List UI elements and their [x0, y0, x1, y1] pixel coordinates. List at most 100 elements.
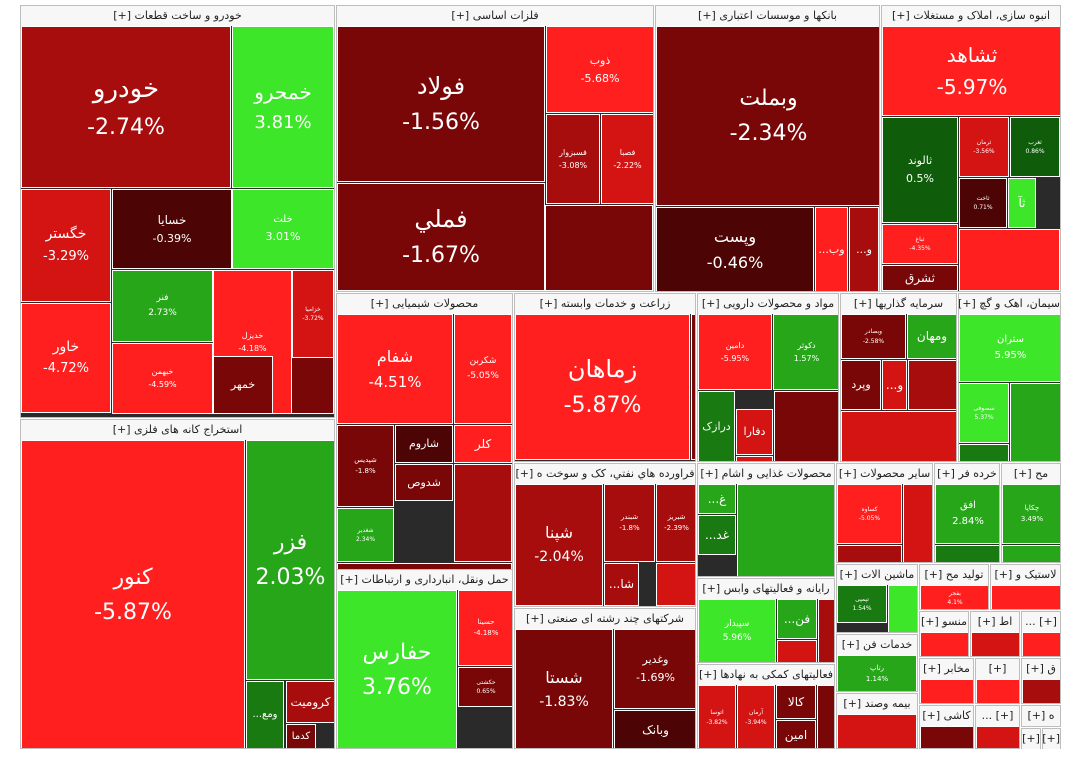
sector-header[interactable]: مح [+] [1002, 464, 1060, 484]
stock-tile[interactable]: شکربن -5.05% [454, 314, 512, 424]
small-stock-tile[interactable] [774, 391, 838, 461]
stock-tile[interactable]: کساوه -5.05% [837, 484, 902, 544]
stock-tile[interactable]: درازک [698, 391, 735, 461]
stock-tile[interactable]: ثالوند 0.5% [882, 117, 958, 223]
sector-header[interactable]: سایر محصولات [+] [837, 464, 932, 484]
small-stock-tile[interactable] [777, 640, 817, 662]
small-stock-tile[interactable] [817, 685, 834, 748]
stock-tile[interactable]: خگستر -3.29% [21, 189, 111, 302]
small-stock-tile[interactable] [1022, 679, 1060, 703]
stock-tile[interactable]: دامین -5.95% [698, 314, 772, 390]
sector-header[interactable]: محصولات غذایی و اشام [+] [698, 464, 834, 484]
small-stock-tile[interactable] [737, 484, 834, 576]
small-stock-tile[interactable] [818, 599, 834, 662]
stock-tile[interactable]: ستران 5.95% [959, 314, 1060, 382]
sector-header[interactable]: [+] [1022, 729, 1040, 749]
stock-tile[interactable]: ثرمان -3.56% [959, 117, 1009, 177]
stock-tile[interactable]: حکشتی 0.65% [458, 667, 512, 707]
small-stock-tile[interactable] [920, 726, 973, 748]
sector-header[interactable]: اط [+] [971, 612, 1019, 632]
sector-header[interactable]: بیمه وصند [+] [837, 694, 917, 714]
sector-header[interactable]: مخابر [+] [920, 659, 973, 679]
stock-tile[interactable]: رتاپ 1.14% [837, 655, 917, 691]
sector-header[interactable]: تولید مح [+] [920, 565, 988, 585]
small-stock-tile[interactable] [935, 545, 999, 562]
stock-tile[interactable]: خاور -4.72% [21, 303, 111, 413]
stock-tile[interactable]: فصبا -2.22% [601, 114, 653, 204]
sector-header[interactable]: [+] ... [976, 706, 1019, 726]
sector-header[interactable]: [+] [1043, 729, 1060, 749]
stock-tile[interactable]: وغدیر -1.69% [614, 629, 695, 709]
stock-tile[interactable]: دکوثر 1.57% [773, 314, 838, 390]
stock-tile[interactable]: کلر [454, 425, 512, 463]
stock-tile[interactable]: ثآ [1008, 178, 1036, 228]
stock-tile[interactable]: فن... [777, 599, 817, 639]
stock-tile[interactable]: حفارس 3.76% [337, 590, 457, 748]
stock-tile[interactable]: شبندر -1.8% [604, 484, 655, 562]
stock-tile[interactable]: فسبزوار -3.08% [546, 114, 600, 204]
stock-tile[interactable]: چکاپا 3.49% [1002, 484, 1060, 544]
small-stock-tile[interactable] [976, 679, 1019, 703]
small-stock-tile[interactable] [903, 484, 932, 562]
stock-tile[interactable]: کرومیت [286, 681, 334, 723]
sector-header[interactable]: [+] ... [1022, 612, 1060, 632]
stock-tile[interactable]: فولاد -1.56% [337, 26, 545, 182]
stock-tile[interactable]: شغدیر 2.34% [337, 508, 394, 562]
stock-tile[interactable]: شبریز -2.39% [656, 484, 695, 562]
stock-tile[interactable]: بفجر 4.1% [920, 585, 988, 609]
sector-header[interactable]: انبوه سازی، املاک و مستغلات [+] [882, 6, 1060, 26]
stock-tile[interactable]: خبهمن -4.59% [112, 343, 213, 414]
stock-tile[interactable]: غد... [698, 515, 736, 555]
small-stock-tile[interactable] [691, 314, 695, 460]
stock-tile[interactable]: شا... [604, 563, 639, 606]
small-stock-tile[interactable] [837, 545, 902, 562]
small-stock-tile[interactable] [736, 456, 773, 461]
stock-tile[interactable]: وپرد [841, 360, 881, 410]
stock-tile[interactable]: سصوفی 5.37% [959, 383, 1009, 443]
small-stock-tile[interactable] [1010, 383, 1060, 461]
sector-header[interactable]: سرمایه گذاریها [+] [841, 294, 956, 314]
stock-tile[interactable]: شفام -4.51% [337, 314, 453, 424]
stock-tile[interactable]: خودرو -2.74% [21, 26, 231, 188]
sector-header[interactable]: فراورده هاي نفتي، کک و سوخت ه [+] [515, 464, 695, 484]
stock-tile[interactable]: آرمان -3.94% [737, 685, 775, 748]
small-stock-tile[interactable] [971, 632, 1019, 656]
stock-tile[interactable]: ثباغ -4.35% [882, 224, 958, 264]
sector-header[interactable]: ق [+] [1022, 659, 1060, 679]
stock-tile[interactable]: فملي -1.67% [337, 183, 545, 291]
small-stock-tile[interactable] [888, 585, 917, 632]
stock-tile[interactable]: دفارا [736, 409, 773, 455]
sector-header[interactable]: فلزات اساسی [+] [337, 6, 653, 26]
stock-tile[interactable]: وبملت -2.34% [656, 26, 879, 206]
sector-header[interactable]: مواد و محصولات دارویی [+] [698, 294, 838, 314]
sector-header[interactable]: ماشین الات [+] [837, 565, 917, 585]
stock-tile[interactable]: وب... [815, 207, 848, 291]
stock-tile[interactable]: خلت 3.01% [232, 189, 334, 269]
small-stock-tile[interactable] [976, 726, 1019, 748]
stock-tile[interactable]: زماهان -5.87% [515, 314, 690, 460]
small-stock-tile[interactable] [920, 632, 968, 656]
stock-tile[interactable]: ثاخت 0.71% [959, 178, 1007, 228]
stock-tile[interactable]: تپمپی 1.54% [837, 585, 887, 623]
sector-header[interactable]: ه [+] [1022, 706, 1060, 726]
stock-tile[interactable]: شستا -1.83% [515, 629, 613, 748]
small-stock-tile[interactable] [1002, 545, 1060, 562]
stock-tile[interactable]: افق 2.84% [935, 484, 999, 544]
small-stock-tile[interactable] [908, 360, 956, 410]
sector-header[interactable]: فعالیتهای کمکی به نهادها [+] [698, 665, 834, 685]
stock-tile[interactable]: خمهر [213, 356, 273, 414]
small-stock-tile[interactable] [959, 444, 1009, 461]
sector-header[interactable]: شرکتهای چند رشته ای صنعتی [+] [515, 609, 695, 629]
stock-tile[interactable]: شاروم [395, 425, 453, 463]
stock-tile[interactable]: خمحرو 3.81% [232, 26, 334, 188]
stock-tile[interactable]: فزر 2.03% [246, 440, 334, 680]
sector-header[interactable]: خودرو و ساخت قطعات [+] [21, 6, 334, 26]
sector-header[interactable]: خرده فر [+] [935, 464, 999, 484]
stock-tile[interactable]: وپست -0.46% [656, 207, 814, 291]
stock-tile[interactable]: و... [882, 360, 907, 410]
sector-header[interactable]: رایانه و فعالیتهای وابس [+] [698, 579, 834, 599]
sector-header[interactable]: [+] [976, 659, 1019, 679]
stock-tile[interactable]: ثشرق [882, 265, 958, 291]
stock-tile[interactable]: خزامیا -3.72% [292, 270, 334, 358]
small-stock-tile[interactable] [959, 229, 1060, 291]
